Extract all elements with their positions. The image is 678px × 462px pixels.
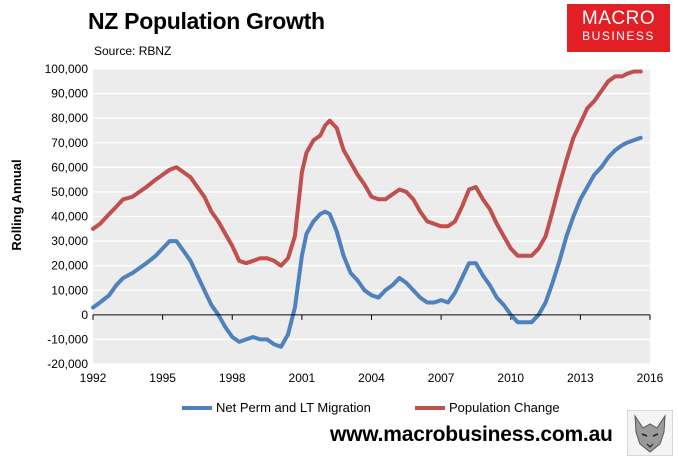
wolf-logo-icon <box>627 410 673 456</box>
x-tick-label: 2004 <box>358 371 385 385</box>
y-tick-label: 0 <box>81 308 88 322</box>
website-url: www.macrobusiness.com.au <box>330 423 613 446</box>
y-tick-label: 40,000 <box>51 210 88 224</box>
x-tick-label: 2013 <box>567 371 594 385</box>
x-tick-label: 2001 <box>289 371 316 385</box>
y-tick-label: 20,000 <box>51 259 88 273</box>
legend-label-migration: Net Perm and LT Migration <box>216 400 371 415</box>
page-title: NZ Population Growth <box>88 8 325 34</box>
series-line-population <box>91 69 643 268</box>
x-ticks: 1992 1995 1998 2001 2004 2007 2010 2013 2016 <box>80 314 664 385</box>
source-label: Source: RBNZ <box>94 44 172 58</box>
macrobusiness-logo: MACRO BUSINESS <box>567 4 670 52</box>
logo-line-1: MACRO <box>581 8 656 29</box>
series-lines <box>91 69 643 349</box>
y-tick-label: 70,000 <box>51 136 88 150</box>
y-tick-label: 80,000 <box>51 111 88 125</box>
y-tick-label: 10,000 <box>51 283 88 297</box>
x-tick-label: 2007 <box>428 371 455 385</box>
y-tick-label: 60,000 <box>51 160 88 174</box>
x-tick-label: 1995 <box>149 371 176 385</box>
x-tick-label: 1998 <box>219 371 246 385</box>
y-tick-labels: -20,000 -10,000 0 10,000 20,000 30,000 40,000 5… <box>45 62 89 371</box>
y-tick-label: -10,000 <box>47 332 88 346</box>
x-tick-label: 1992 <box>80 371 107 385</box>
series-line-migration <box>91 135 643 349</box>
legend-label-population: Population Change <box>449 400 560 415</box>
x-tick-label: 2016 <box>637 371 664 385</box>
y-axis-label: Rolling Annual <box>9 159 24 250</box>
y-tick-label: -20,000 <box>47 357 88 371</box>
x-tick-label: 2010 <box>497 371 524 385</box>
y-tick-label: 50,000 <box>51 185 88 199</box>
legend: Net Perm and LT Migration Population Cha… <box>182 400 560 415</box>
y-tick-label: 30,000 <box>51 234 88 248</box>
y-tick-label: 100,000 <box>45 62 89 76</box>
logo-line-2: BUSINESS <box>582 29 655 43</box>
y-tick-label: 90,000 <box>51 87 88 101</box>
